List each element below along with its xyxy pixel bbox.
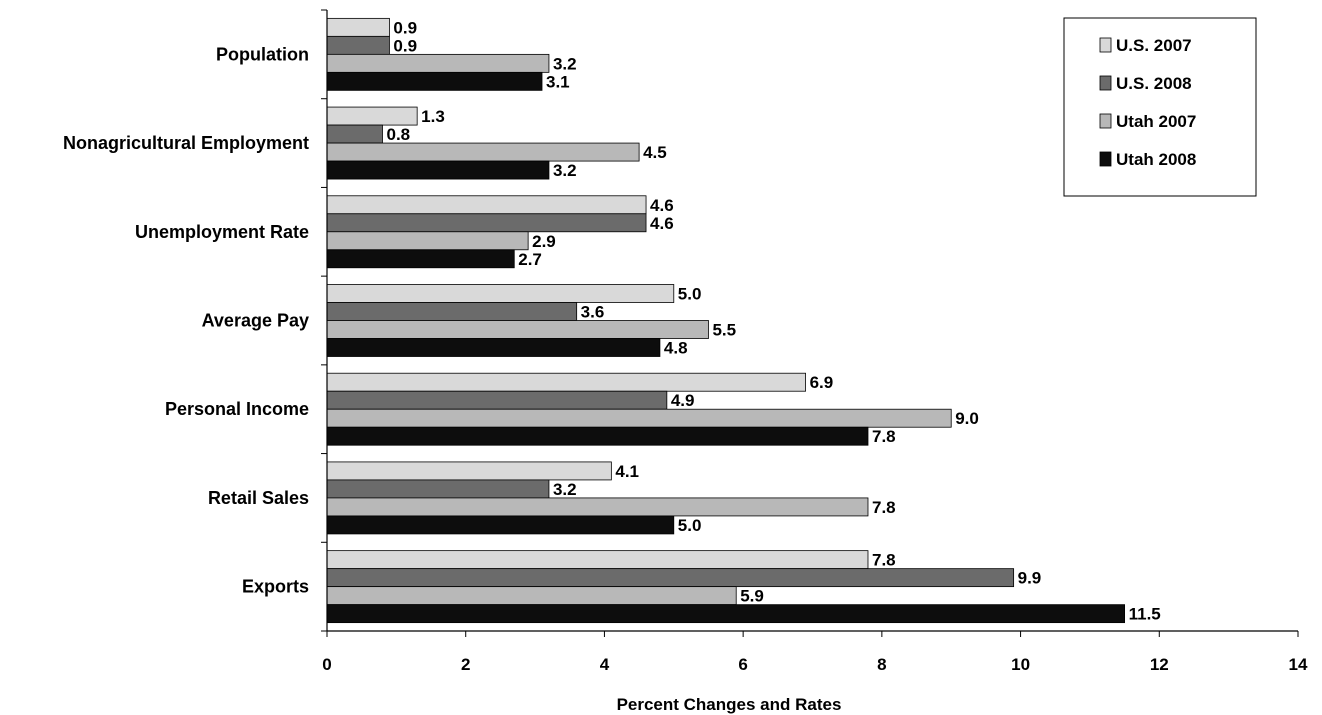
data-label: 2.7 [518,250,542,269]
bar [326,35,390,55]
bar [326,142,640,162]
data-label: 3.2 [553,54,577,73]
category-label: Retail Sales [208,488,309,508]
bar [326,249,515,269]
data-label: 4.6 [650,214,674,233]
data-label: 5.5 [712,321,736,340]
bar [326,195,647,215]
data-label: 5.0 [678,516,702,535]
bar [326,479,550,499]
category-label: Average Pay [202,311,309,331]
data-label: 9.9 [1018,569,1042,588]
bar [326,17,390,37]
x-axis-title: Percent Changes and Rates [617,695,842,714]
data-label: 7.8 [872,498,896,517]
data-label: 3.2 [553,161,577,180]
data-label: 3.2 [553,480,577,499]
legend-box [1063,17,1257,197]
data-label: 7.8 [872,551,896,570]
axes [321,9,1299,637]
x-tick-label: 0 [322,655,331,674]
data-label: 4.5 [643,143,667,162]
x-tick-label: 10 [1011,655,1030,674]
bar [326,408,952,428]
bar [326,71,543,91]
bar [326,461,612,481]
bar [326,550,869,570]
data-label: 5.0 [678,285,702,304]
data-label: 7.8 [872,427,896,446]
x-tick-label: 14 [1289,655,1308,674]
category-label: Population [216,44,309,64]
bar [326,213,647,233]
data-label: 5.9 [740,587,764,606]
data-label: 9.0 [955,409,979,428]
legend-label: Utah 2008 [1116,150,1196,169]
bar [326,284,675,303]
data-label: 4.1 [615,462,639,481]
bar [326,586,737,606]
bar [326,497,869,517]
x-tick-label: 12 [1150,655,1169,674]
data-label: 11.5 [1129,605,1161,624]
x-tick-label: 4 [600,655,610,674]
bar [326,604,1126,624]
bar [326,426,869,446]
category-label: Personal Income [165,399,309,419]
bar [326,53,550,73]
legend-swatch [1099,37,1112,53]
legend-label: U.S. 2007 [1116,36,1192,55]
bar [326,160,550,180]
bar [326,515,675,535]
x-tick-label: 8 [877,655,886,674]
bar [326,568,1015,588]
bar [326,372,806,392]
bar [326,338,661,357]
data-label: 3.1 [546,72,570,91]
category-label: Unemployment Rate [135,222,309,242]
data-label: 0.9 [393,36,417,55]
data-label: 3.6 [581,303,605,322]
legend-swatch [1099,151,1112,167]
bar [326,231,529,251]
legend: U.S. 2007 U.S. 2008 Utah 2007 Utah 2008 [1063,17,1257,197]
data-label: 2.9 [532,232,556,251]
data-labels: 0.90.93.23.11.30.84.53.24.64.62.92.75.03… [386,18,1160,623]
bar [326,390,668,410]
x-tick-labels: 0 2 4 6 8 10 12 14 [322,655,1308,674]
data-label: 4.6 [650,196,674,215]
data-label: 4.8 [664,339,688,358]
data-label: 1.3 [421,107,445,126]
x-tick-label: 2 [461,655,470,674]
legend-label: U.S. 2008 [1116,74,1192,93]
bar [326,302,578,321]
category-label: Nonagricultural Employment [63,133,309,153]
data-label: 4.9 [671,391,695,410]
x-tick-label: 6 [738,655,747,674]
data-label: 6.9 [810,373,834,392]
bar [326,106,418,126]
legend-swatch [1099,113,1112,129]
data-label: 0.8 [386,125,410,144]
category-label: Exports [242,577,309,597]
bar [326,320,709,339]
data-label: 0.9 [393,18,417,37]
legend-label: Utah 2007 [1116,112,1196,131]
legend-swatch [1099,75,1112,91]
category-labels: Population Nonagricultural Employment Unem… [63,44,309,596]
bar [326,124,383,144]
